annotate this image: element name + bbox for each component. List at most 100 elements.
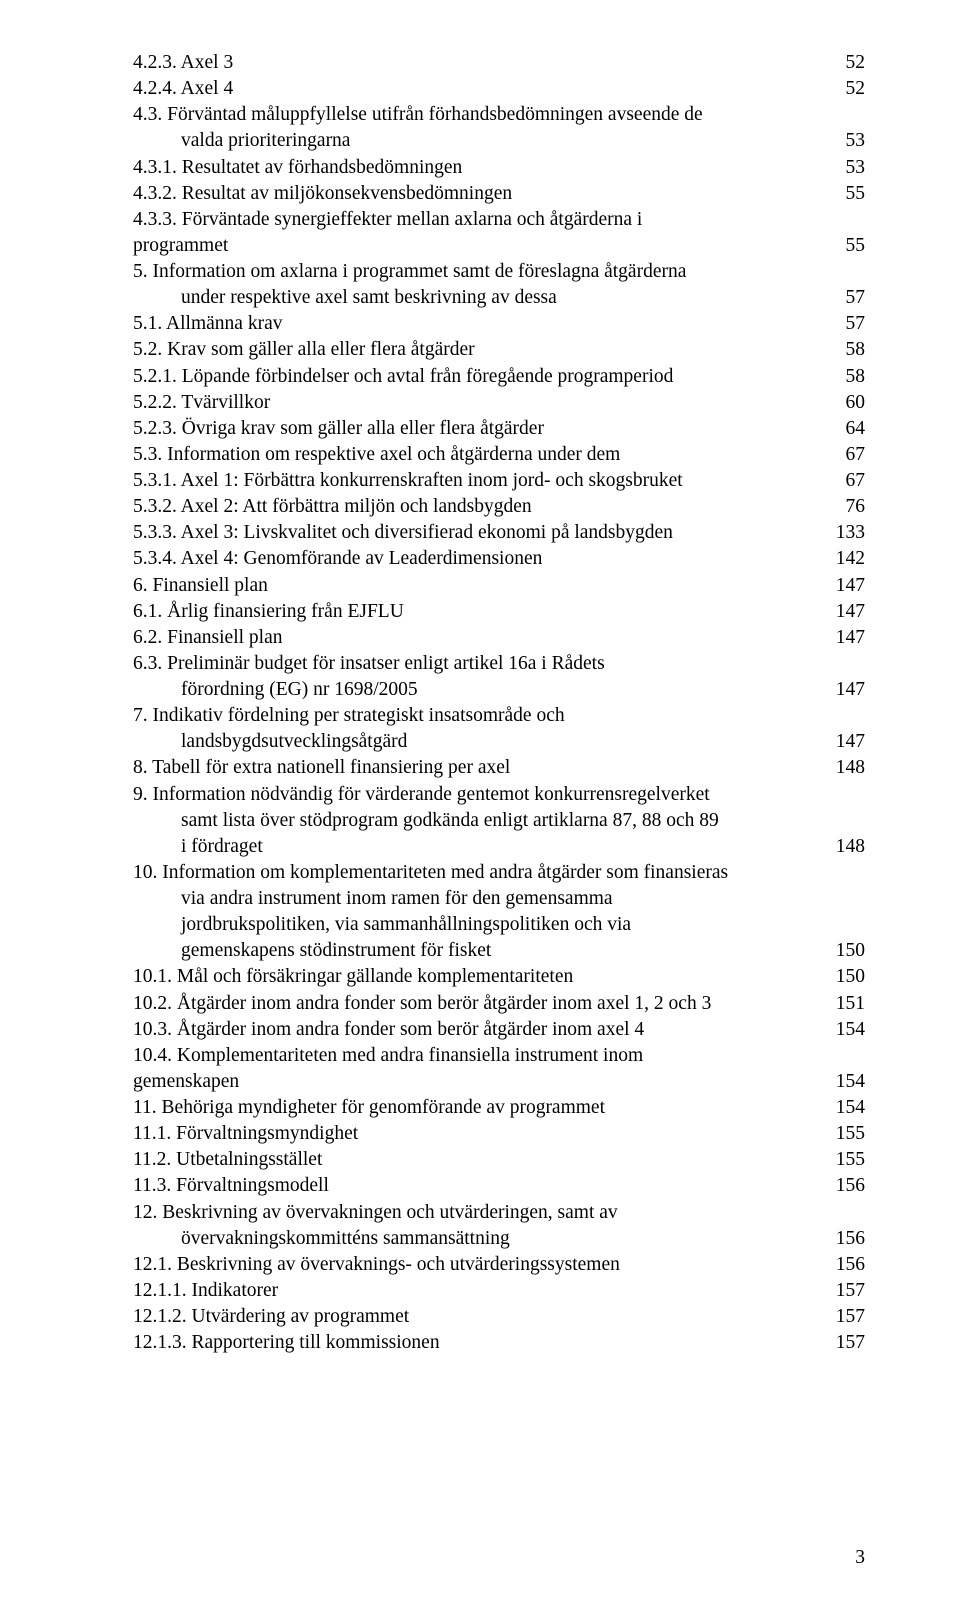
toc-label: programmet (133, 233, 846, 259)
toc-label: 5.3.4. Axel 4: Genomförande av Leaderdim… (133, 546, 836, 572)
toc-page-number: 142 (836, 546, 865, 572)
toc-entry: jordbrukspolitiken, via sammanhållningsp… (133, 912, 865, 938)
toc-entry: 10.4. Komplementariteten med andra finan… (133, 1043, 865, 1069)
toc-label: 6. Finansiell plan (133, 573, 836, 599)
toc-label: 5.3.2. Axel 2: Att förbättra miljön och … (133, 494, 846, 520)
toc-entry: landsbygdsutvecklingsåtgärd147 (133, 729, 865, 755)
toc-label: 6.2. Finansiell plan (133, 625, 836, 651)
toc-entry: 6.2. Finansiell plan147 (133, 625, 865, 651)
toc-label: gemenskapen (133, 1069, 836, 1095)
toc-page-number: 133 (836, 520, 865, 546)
toc-page-number: 150 (836, 938, 865, 964)
toc-label: 11.1. Förvaltningsmyndighet (133, 1121, 836, 1147)
toc-label: 5.3.1. Axel 1: Förbättra konkurrenskraft… (133, 468, 846, 494)
toc-page-number: 154 (836, 1069, 865, 1095)
toc-label: 5.2. Krav som gäller alla eller flera åt… (133, 337, 846, 363)
toc-label: 10.3. Åtgärder inom andra fonder som ber… (133, 1017, 836, 1043)
toc-entry: gemenskapens stödinstrument för fisket15… (133, 938, 865, 964)
toc-label: 5.2.3. Övriga krav som gäller alla eller… (133, 416, 846, 442)
toc-entry: 11.2. Utbetalningsstället155 (133, 1147, 865, 1173)
toc-label: 7. Indikativ fördelning per strategiskt … (133, 703, 865, 729)
toc-entry: 12. Beskrivning av övervakningen och utv… (133, 1200, 865, 1226)
toc-label: 5.2.2. Tvärvillkor (133, 390, 846, 416)
toc-page-number: 156 (836, 1173, 865, 1199)
toc-label: 6.1. Årlig finansiering från EJFLU (133, 599, 836, 625)
page-number: 3 (855, 1547, 865, 1569)
toc-entry: 12.1. Beskrivning av övervaknings- och u… (133, 1252, 865, 1278)
toc-page-number: 156 (836, 1226, 865, 1252)
toc-entry: 5.3.3. Axel 3: Livskvalitet och diversif… (133, 520, 865, 546)
toc-entry: 11.3. Förvaltningsmodell156 (133, 1173, 865, 1199)
toc-label: 12.1.3. Rapportering till kommissionen (133, 1330, 836, 1356)
toc-page-number: 154 (836, 1017, 865, 1043)
toc-entry: 9. Information nödvändig för värderande … (133, 782, 865, 808)
toc-page-number: 147 (836, 729, 865, 755)
toc-entry: 10.2. Åtgärder inom andra fonder som ber… (133, 991, 865, 1017)
toc-label: 5.3. Information om respektive axel och … (133, 442, 846, 468)
toc-label: 10.1. Mål och försäkringar gällande komp… (133, 964, 836, 990)
toc-label: under respektive axel samt beskrivning a… (133, 285, 846, 311)
toc-page-number: 157 (836, 1304, 865, 1330)
toc-label: jordbrukspolitiken, via sammanhållningsp… (133, 912, 865, 938)
toc-label: via andra instrument inom ramen för den … (133, 886, 865, 912)
toc-label: valda prioriteringarna (133, 128, 846, 154)
toc-label: 4.2.3. Axel 3 (133, 50, 846, 76)
toc-entry: 6. Finansiell plan147 (133, 573, 865, 599)
toc-page-number: 67 (846, 442, 866, 468)
toc-label: 10.4. Komplementariteten med andra finan… (133, 1043, 865, 1069)
toc-label: i fördraget (133, 834, 836, 860)
toc-entry: 5.3.2. Axel 2: Att förbättra miljön och … (133, 494, 865, 520)
toc-label: 11. Behöriga myndigheter för genomförand… (133, 1095, 836, 1121)
toc-page-number: 58 (846, 364, 866, 390)
table-of-contents: 4.2.3. Axel 3524.2.4. Axel 4524.3. Förvä… (133, 50, 865, 1356)
toc-label: 5.2.1. Löpande förbindelser och avtal fr… (133, 364, 846, 390)
toc-page-number: 53 (846, 128, 866, 154)
toc-entry: 7. Indikativ fördelning per strategiskt … (133, 703, 865, 729)
toc-page-number: 55 (846, 233, 866, 259)
toc-page-number: 76 (846, 494, 866, 520)
toc-page-number: 148 (836, 755, 865, 781)
toc-label: 11.2. Utbetalningsstället (133, 1147, 836, 1173)
toc-entry: förordning (EG) nr 1698/2005147 (133, 677, 865, 703)
toc-page-number: 147 (836, 573, 865, 599)
toc-page-number: 157 (836, 1278, 865, 1304)
toc-entry: 6.1. Årlig finansiering från EJFLU147 (133, 599, 865, 625)
toc-page-number: 147 (836, 599, 865, 625)
toc-page-number: 155 (836, 1121, 865, 1147)
toc-label: 4.3.2. Resultat av miljökonsekvensbedömn… (133, 181, 846, 207)
toc-page-number: 58 (846, 337, 866, 363)
toc-label: 8. Tabell för extra nationell finansieri… (133, 755, 836, 781)
toc-label: 10.2. Åtgärder inom andra fonder som ber… (133, 991, 836, 1017)
toc-page-number: 147 (836, 677, 865, 703)
toc-entry: valda prioriteringarna53 (133, 128, 865, 154)
toc-page-number: 148 (836, 834, 865, 860)
toc-entry: 11.1. Förvaltningsmyndighet155 (133, 1121, 865, 1147)
toc-entry: 5.2.3. Övriga krav som gäller alla eller… (133, 416, 865, 442)
toc-page-number: 154 (836, 1095, 865, 1121)
toc-entry: 11. Behöriga myndigheter för genomförand… (133, 1095, 865, 1121)
toc-entry: 6.3. Preliminär budget för insatser enli… (133, 651, 865, 677)
toc-entry: 12.1.3. Rapportering till kommissionen15… (133, 1330, 865, 1356)
toc-page-number: 52 (846, 76, 866, 102)
toc-entry: programmet55 (133, 233, 865, 259)
toc-page-number: 60 (846, 390, 866, 416)
toc-entry: 12.1.2. Utvärdering av programmet157 (133, 1304, 865, 1330)
toc-label: 12.1.1. Indikatorer (133, 1278, 836, 1304)
toc-entry: 4.3.1. Resultatet av förhandsbedömningen… (133, 155, 865, 181)
toc-label: 12.1.2. Utvärdering av programmet (133, 1304, 836, 1330)
toc-entry: 5.1. Allmänna krav57 (133, 311, 865, 337)
toc-entry: 4.2.4. Axel 452 (133, 76, 865, 102)
toc-entry: 12.1.1. Indikatorer157 (133, 1278, 865, 1304)
toc-entry: 5.3.1. Axel 1: Förbättra konkurrenskraft… (133, 468, 865, 494)
toc-entry: 10. Information om komplementariteten me… (133, 860, 865, 886)
toc-entry: 5.2.2. Tvärvillkor60 (133, 390, 865, 416)
toc-entry: gemenskapen154 (133, 1069, 865, 1095)
toc-entry: 4.3. Förväntad måluppfyllelse utifrån fö… (133, 102, 865, 128)
toc-entry: under respektive axel samt beskrivning a… (133, 285, 865, 311)
toc-label: 11.3. Förvaltningsmodell (133, 1173, 836, 1199)
toc-label: 10. Information om komplementariteten me… (133, 860, 865, 886)
toc-label: 9. Information nödvändig för värderande … (133, 782, 865, 808)
document-page: 4.2.3. Axel 3524.2.4. Axel 4524.3. Förvä… (0, 0, 960, 1611)
toc-label: 4.2.4. Axel 4 (133, 76, 846, 102)
toc-label: samt lista över stödprogram godkända enl… (133, 808, 865, 834)
